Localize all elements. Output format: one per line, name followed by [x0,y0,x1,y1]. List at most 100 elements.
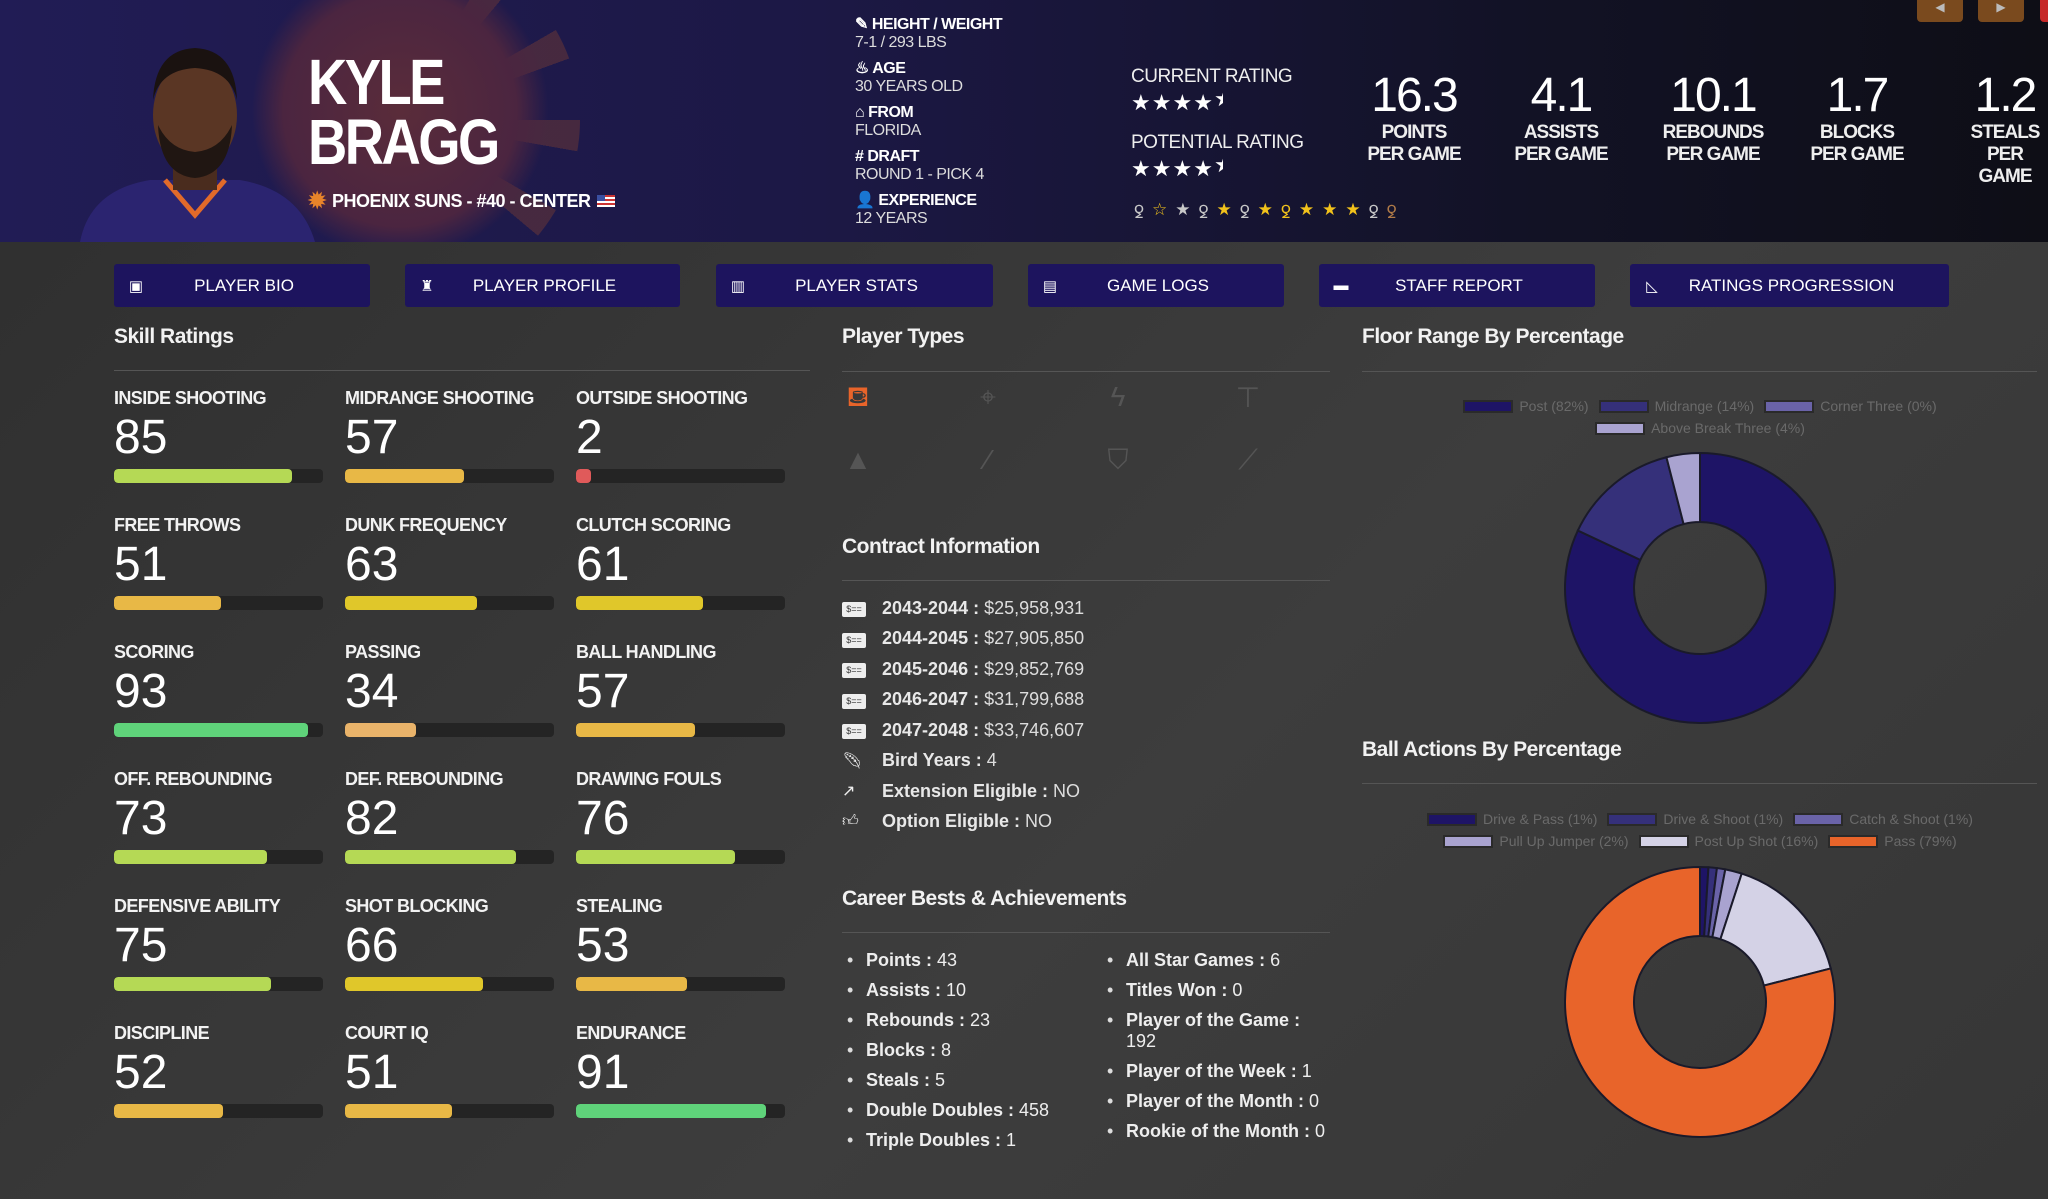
wizard-hat-icon[interactable]: ▲ [844,444,872,475]
star-icon[interactable]: ★ [1216,200,1232,219]
tab-player-stats[interactable]: ▥ PLAYER STATS [716,264,993,307]
ruler-icon: ✎ [855,16,872,33]
contract-value: $31,799,688 [984,689,1085,710]
stat-sublabel: PER GAME [1367,144,1461,165]
magic-wand-icon[interactable]: ⁄ [985,444,991,475]
skill-label: SCORING [114,642,194,662]
medal-icon[interactable]: ꝿ [1280,203,1291,222]
close-button[interactable] [2040,0,2048,22]
skill-bar-fill [114,850,267,864]
medal-icon[interactable]: ꝿ [1198,203,1209,222]
legend-item[interactable]: Above Break Three (4%) [1595,420,1805,436]
stat-sublabel: PER GAME [1978,144,2032,187]
bolt-icon[interactable]: ϟ [1110,381,1126,412]
medal-icon[interactable]: ꝿ [1386,203,1397,222]
skill-value: 57 [345,411,399,464]
contract-label: 2043-2044 [882,597,969,618]
legend-label: Post Up Shot (16%) [1694,833,1819,849]
user-book-icon: ♜ [420,277,434,295]
stat-label: BLOCKS [1819,122,1895,143]
previous-player-button[interactable]: ◀ [1917,0,1963,22]
paint-roller-icon[interactable]: ⊤ [1235,382,1261,413]
floor-range-donut-chart [1564,451,1836,724]
crosshairs-icon[interactable]: ⌖ [980,381,996,412]
item-label: Steals [866,1070,920,1090]
tab-player-profile[interactable]: ♜ PLAYER PROFILE [405,264,680,307]
star-icon[interactable]: ★ [1257,200,1273,219]
legend-item[interactable]: Drive & Pass (1%) [1427,811,1597,827]
item-label: All Star Games [1126,950,1255,970]
team-line: ✹ PHOENIX SUNS - #40 - CENTER [308,188,615,214]
tab-game-logs[interactable]: ▤ GAME LOGS [1028,264,1284,307]
next-player-button[interactable]: ▶ [1978,0,2024,22]
contract-list: $== 2043-2044 : $25,958,931 $== 2044-2045 :… [842,593,1084,837]
skill-label: INSIDE SHOOTING [114,388,267,408]
tab-ratings-progression[interactable]: ◺ RATINGS PROGRESSION [1630,264,1949,307]
donut-slice[interactable] [1564,865,1836,1138]
tab-staff-report[interactable]: ▬ STAFF REPORT [1319,264,1595,307]
donut-slice[interactable] [1564,451,1836,724]
legend-item[interactable]: Catch & Shoot (1%) [1793,811,1973,827]
list-item: Steals : 5 [845,1070,1085,1091]
info-from: ⌂ FROM FLORIDA [855,104,1002,140]
skill-value: 93 [114,665,168,718]
player-last-name: BRAGG [308,106,500,178]
star-icon[interactable]: ★ [1175,200,1191,219]
list-item: All Star Games : 6 [1105,950,1335,971]
skill-label: BALL HANDLING [576,642,716,662]
skill-bar-fill [114,1104,223,1118]
legend-item[interactable]: Drive & Shoot (1%) [1607,811,1783,827]
shield-icon[interactable]: ⛉ [1107,444,1129,475]
info-label: DRAFT [867,148,920,165]
tab-player-bio[interactable]: ▣ PLAYER BIO [114,264,370,307]
legend-item[interactable]: Pass (79%) [1828,833,1957,849]
career-bests-list: Points : 43 Assists : 10 Rebounds : 23 Bloc… [845,950,1085,1160]
stat-value: 4.1 [1530,69,1594,122]
arrow-left-icon: ◀ [1935,0,1945,14]
skill-inside-shooting: INSIDE SHOOTING 85 [114,388,334,483]
info-age: ♨ AGE 30 YEARS OLD [855,60,1002,96]
stat-label: ASSISTS [1523,122,1599,143]
clipboard-icon: ▤ [1042,277,1058,295]
legend-swatch [1427,812,1478,826]
skill-bar-fill [114,596,221,610]
info-value: 30 YEARS OLD [855,78,963,95]
half-star-icon: ★ [1214,88,1223,110]
medal-icon[interactable]: ꝿ [1368,203,1379,222]
medal-icon[interactable]: ꝿ [1239,203,1250,222]
item-value: 0 [1314,1121,1325,1141]
stat-rebounds: 10.1 REBOUNDS PER GAME [1663,70,1765,166]
list-item: Player of the Month : 0 [1105,1091,1335,1112]
legend-label: Above Break Three (4%) [1651,420,1805,436]
skill-outside-shooting: OUTSIDE SHOOTING 2 [576,388,796,483]
legend-label: Catch & Shoot (1%) [1849,811,1973,827]
skill-discipline: DISCIPLINE 52 [114,1023,334,1118]
skill-bar-fill [345,723,417,737]
basket-icon[interactable]: ⛾ [846,381,870,412]
star-icon[interactable]: ★ [1322,200,1338,219]
star-icon[interactable]: ★ [1298,200,1315,219]
item-value: 458 [1019,1100,1050,1120]
donut-slice[interactable] [1719,872,1832,987]
legend-item[interactable]: Post Up Shot (16%) [1638,833,1819,849]
skill-label: CLUTCH SCORING [576,515,731,535]
player-portrait [80,48,315,242]
stat-sublabel: PER GAME [1514,144,1608,165]
donut-slice[interactable] [1665,451,1701,526]
legend-item[interactable]: Corner Three (0%) [1764,398,1937,414]
legend-item[interactable]: Midrange (14%) [1598,398,1754,414]
skill-bar-fill [576,1104,767,1118]
skill-label: DISCIPLINE [114,1023,210,1043]
broom-icon[interactable]: ⟋ [1238,444,1258,475]
star-icon[interactable]: ★ [1345,200,1361,219]
item-value: 6 [1270,950,1281,970]
item-label: Player of the Game [1126,1010,1290,1030]
star-outline-icon[interactable]: ☆ [1151,200,1168,219]
medal-icon[interactable]: ꝿ [1134,203,1144,222]
skill-bar [114,850,323,864]
legend-item[interactable]: Pull Up Jumper (2%) [1443,833,1629,849]
legend-item[interactable]: Post (82%) [1463,398,1589,414]
skill-bar-fill [576,723,696,737]
contract-row: $== 2047-2048 : $33,746,607 [842,715,1084,746]
current-rating-label: CURRENT RATING [1131,66,1293,87]
